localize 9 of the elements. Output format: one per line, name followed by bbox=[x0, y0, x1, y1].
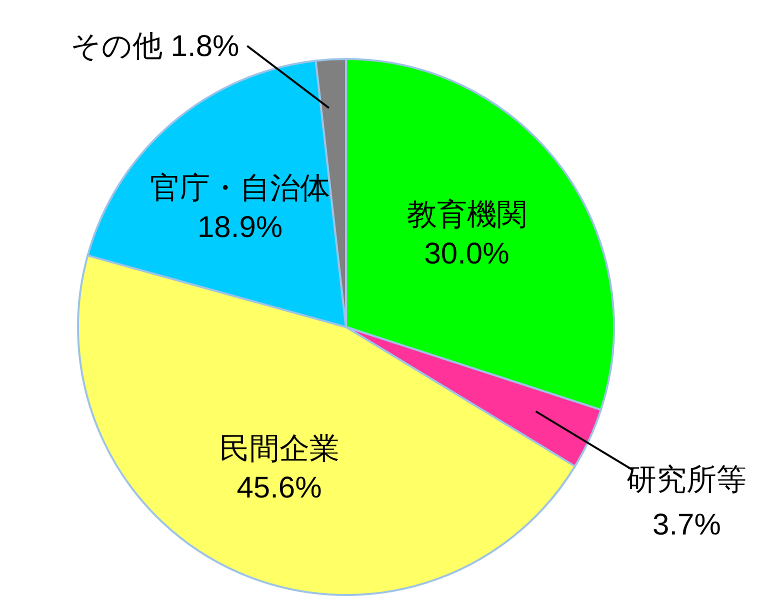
data-label: 45.6% bbox=[236, 472, 322, 505]
data-label: 3.7% bbox=[652, 508, 721, 542]
slice-label: 教育機関 bbox=[406, 198, 527, 232]
slice-label: 研究所等 bbox=[626, 463, 747, 496]
slice-label: 民間企業 bbox=[219, 432, 340, 466]
slice-label: その他 1.8% bbox=[70, 30, 240, 63]
slice-label: 官庁・自治体 bbox=[150, 172, 330, 205]
data-label: 18.9% bbox=[198, 210, 283, 244]
data-label: 30.0% bbox=[424, 238, 510, 271]
